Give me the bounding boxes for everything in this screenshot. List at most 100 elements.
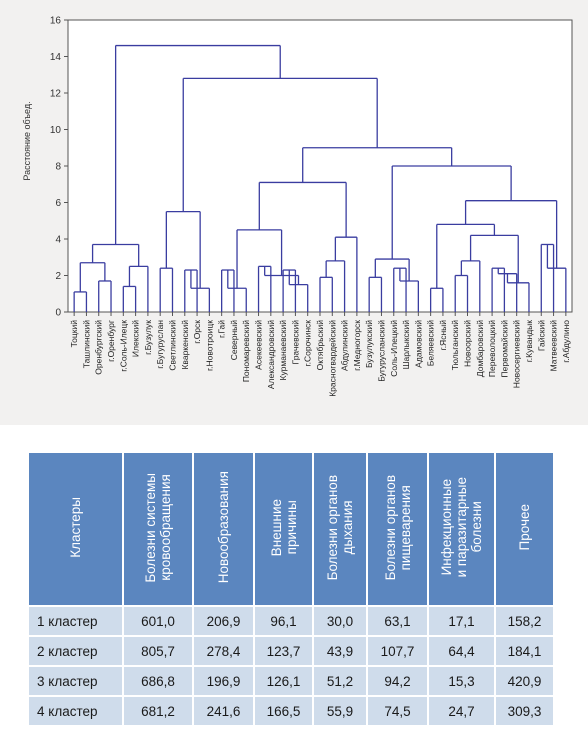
y-tick-label: 2 [55, 271, 61, 282]
header-clusters: Кластеры [29, 453, 122, 605]
leaf-label: Бугурусланский [376, 320, 386, 382]
leaf-label: Новоорский [463, 320, 473, 367]
leaf-label: г.Гай [217, 320, 227, 338]
table-cell: 107,7 [368, 637, 427, 665]
table-cell: 96,1 [255, 607, 312, 635]
leaf-label: Бузулукский [364, 320, 374, 368]
leaf-label: г.Бузулук [143, 320, 153, 355]
leaf-label: г.Новотроицк [204, 320, 214, 371]
y-tick-label: 0 [55, 308, 61, 319]
header-neoplasms: Новообразования [194, 453, 253, 605]
leaf-label: г.Ясный [438, 320, 448, 351]
table-cell: 24,7 [429, 697, 494, 725]
table-cell-cluster: 2 кластер [29, 637, 122, 665]
leaf-label: Тюльганский [450, 320, 460, 370]
header-text: Болезни органов [382, 474, 398, 581]
table-cell: 15,3 [429, 667, 494, 695]
leaf-label: Александровский [266, 320, 276, 389]
clusters-table: Кластеры Болезни системы кровообращения Н… [27, 451, 555, 727]
table-cell: 30,0 [314, 607, 366, 635]
leaf-label: Октябрьский [315, 320, 325, 371]
table-cell: 196,9 [194, 667, 253, 695]
table-cell-cluster: 4 кластер [29, 697, 122, 725]
leaf-label: Тоцкий [69, 320, 79, 348]
y-tick-label: 6 [55, 198, 61, 209]
table-cell: 64,4 [429, 637, 494, 665]
header-text: и паразитарные [454, 477, 469, 578]
table-row: 3 кластер 686,8 196,9 126,1 51,2 94,2 15… [29, 667, 553, 695]
table-cell: 158,2 [496, 607, 553, 635]
header-text: Внешние [268, 498, 284, 557]
table-cell: 51,2 [314, 667, 366, 695]
table-row: 2 кластер 805,7 278,4 123,7 43,9 107,7 6… [29, 637, 553, 665]
header-text: Кластеры [68, 497, 83, 558]
header-text: Инфекционные [439, 479, 454, 576]
table-cell: 17,1 [429, 607, 494, 635]
table-cell: 420,9 [496, 667, 553, 695]
header-text: Новообразования [216, 471, 231, 584]
table-row: 4 кластер 681,2 241,6 166,5 55,9 74,5 24… [29, 697, 553, 725]
header-respiratory: Болезни органов дыхания [314, 453, 366, 605]
table-cell: 805,7 [124, 637, 192, 665]
leaf-label: Красногвардейский [327, 320, 337, 397]
leaf-label: Адамовский [413, 320, 423, 368]
leaf-label: г.Кувандык [524, 320, 534, 363]
leaf-label: г.Орск [192, 320, 202, 344]
leaf-label: Новосергиевский [512, 320, 522, 388]
leaf-label: Шарлыкский [401, 320, 411, 370]
leaf-label: г.Оренбург [106, 320, 116, 362]
leaf-label: Ташлинский [81, 320, 91, 368]
table-cell: 184,1 [496, 637, 553, 665]
table-row: 1 кластер 601,0 206,9 96,1 30,0 63,1 17,… [29, 607, 553, 635]
header-text: Прочее [517, 504, 532, 551]
leaf-label: Домбаровский [475, 320, 485, 377]
table-header-row: Кластеры Болезни системы кровообращения Н… [29, 453, 553, 605]
leaf-label: Переволоцкий [487, 320, 497, 377]
leaf-label: Курманаевский [278, 320, 288, 381]
leaf-label: Асекеевский [254, 320, 264, 370]
table-cell: 278,4 [194, 637, 253, 665]
table-cell: 74,5 [368, 697, 427, 725]
table-cell: 63,1 [368, 607, 427, 635]
header-text: болезни [469, 501, 484, 554]
header-external: Внешние причины [255, 453, 312, 605]
header-other: Прочее [496, 453, 553, 605]
leaf-label: Соль-Илецкий [389, 320, 399, 377]
leaf-label: Беляевский [426, 320, 436, 366]
leaf-label: Матвеевский [549, 320, 559, 372]
y-tick-label: 16 [50, 16, 62, 27]
leaf-label: Первомайский [499, 320, 509, 378]
header-text: кровообращения [158, 474, 173, 581]
leaf-label: Илекский [131, 320, 141, 357]
y-tick-label: 4 [55, 235, 61, 246]
table-cell: 309,3 [496, 697, 553, 725]
leaf-label: Кваркенский [180, 320, 190, 370]
leaf-label: Светлинский [167, 320, 177, 371]
leaf-label: Пономаревский [241, 320, 251, 382]
leaf-label: г.Соль-Илецк [118, 320, 128, 372]
header-infectious: Инфекционные и паразитарные болезни [429, 453, 494, 605]
leaf-label: г.Сорочинск [303, 320, 313, 367]
table-cell: 43,9 [314, 637, 366, 665]
leaf-label: Абдулинский [340, 320, 350, 371]
y-tick-label: 12 [50, 89, 62, 100]
header-text: Болезни системы [143, 472, 158, 583]
table-cell: 681,2 [124, 697, 192, 725]
header-text: Болезни органов [325, 474, 340, 581]
leaf-label: Северный [229, 320, 239, 361]
table-cell: 123,7 [255, 637, 312, 665]
y-tick-label: 14 [50, 52, 62, 63]
header-text: причины [283, 500, 299, 555]
table-cell: 241,6 [194, 697, 253, 725]
leaf-label: г.Абдулино [561, 320, 571, 363]
leaf-label: Грачевский [290, 320, 300, 365]
table-cell: 55,9 [314, 697, 366, 725]
leaf-label: г.Бугуруслан [155, 320, 165, 369]
table-cell: 601,0 [124, 607, 192, 635]
table-cell: 206,9 [194, 607, 253, 635]
dendrogram-chart: 0 2 4 6 8 10 12 14 16 Расстояние объед. Тоцкий Ташл… [0, 0, 588, 425]
table-cell: 686,8 [124, 667, 192, 695]
y-axis-label: Расстояние объед. [22, 101, 32, 180]
table-cell-cluster: 3 кластер [29, 667, 122, 695]
header-text: дыхания [340, 500, 355, 555]
